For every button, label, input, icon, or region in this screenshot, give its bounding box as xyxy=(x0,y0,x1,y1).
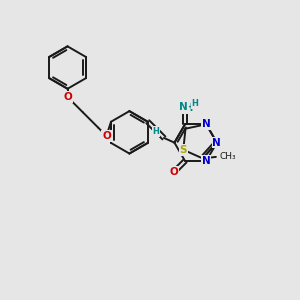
Text: O: O xyxy=(63,92,72,102)
Text: N: N xyxy=(179,102,188,112)
Text: H: H xyxy=(191,99,198,108)
Text: N: N xyxy=(202,156,211,166)
Text: S: S xyxy=(179,145,187,155)
Text: NH: NH xyxy=(177,103,193,113)
Text: O: O xyxy=(169,167,178,177)
Text: N: N xyxy=(202,119,211,129)
Text: O: O xyxy=(102,131,111,141)
Text: H: H xyxy=(152,127,159,136)
Text: CH₃: CH₃ xyxy=(219,152,236,161)
Text: N: N xyxy=(212,138,221,148)
